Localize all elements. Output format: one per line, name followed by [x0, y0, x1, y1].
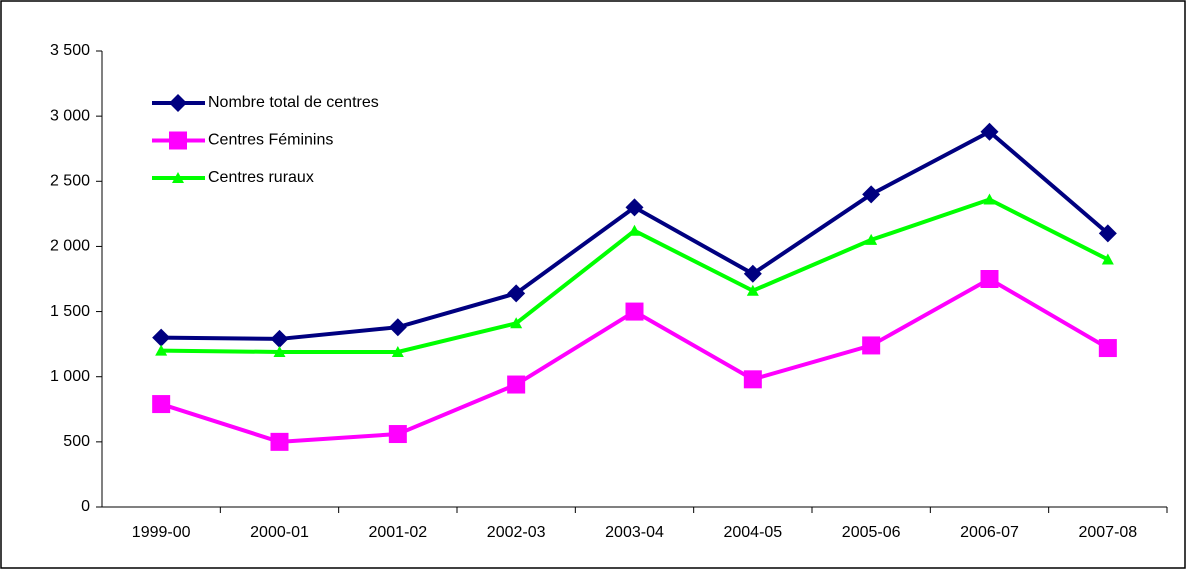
y-tick-label: 1 000 [50, 368, 90, 385]
marker [152, 328, 171, 347]
marker [743, 370, 762, 389]
marker [1098, 224, 1117, 243]
marker [507, 375, 526, 394]
x-tick-label: 2002-03 [487, 524, 546, 541]
x-tick-label: 2001-02 [368, 524, 427, 541]
marker [743, 264, 762, 283]
marker [388, 318, 407, 337]
x-tick-label: 2006-07 [960, 524, 1019, 541]
marker [273, 345, 286, 357]
y-tick-label: 3 500 [50, 42, 90, 59]
marker [983, 193, 996, 205]
marker [169, 94, 187, 112]
marker [152, 395, 171, 414]
marker [388, 425, 407, 444]
marker [270, 329, 289, 348]
y-tick-label: 2 500 [50, 173, 90, 190]
marker [391, 345, 404, 357]
marker [172, 172, 184, 183]
x-tick-label: 2005-06 [842, 524, 901, 541]
x-tick-label: 2004-05 [723, 524, 782, 541]
marker [625, 198, 644, 217]
y-tick-label: 3 000 [50, 107, 90, 124]
y-tick-label: 2 000 [50, 238, 90, 255]
legend-label: Centres ruraux [208, 169, 314, 186]
marker [862, 185, 881, 204]
marker [510, 317, 523, 329]
marker [507, 284, 526, 303]
x-tick-label: 2003-04 [605, 524, 664, 541]
marker [270, 432, 289, 451]
marker [980, 270, 999, 288]
y-tick-label: 500 [63, 433, 90, 450]
marker [1101, 253, 1114, 265]
legend-label: Centres Féminins [208, 132, 333, 149]
marker [1098, 339, 1117, 358]
marker [628, 224, 641, 236]
marker [862, 336, 881, 355]
y-tick-label: 0 [81, 498, 90, 515]
marker [980, 122, 999, 141]
marker [155, 344, 168, 356]
marker [169, 131, 187, 150]
x-tick-label: 1999-00 [132, 524, 191, 541]
marker [865, 233, 878, 245]
marker [625, 302, 644, 321]
marker [746, 284, 759, 296]
x-tick-label: 2000-01 [250, 524, 309, 541]
x-tick-label: 2007-08 [1078, 524, 1137, 541]
legend-label: Nombre total de centres [208, 94, 379, 111]
y-tick-label: 1 500 [50, 303, 90, 320]
